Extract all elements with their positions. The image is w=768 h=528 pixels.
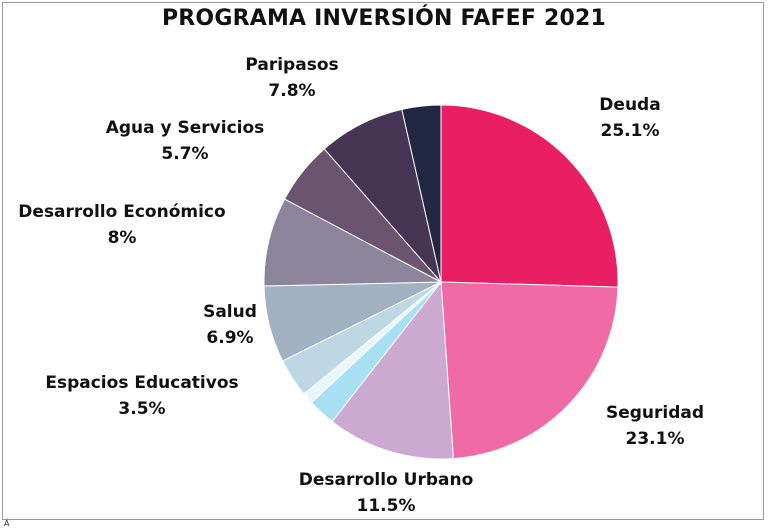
- pie-slice-desarrollo-econ-mico: [263, 198, 443, 287]
- slice-label: Desarrollo Económico: [18, 202, 225, 222]
- slice-value-label: 23.1%: [626, 429, 685, 449]
- slice-value-label: 6.9%: [206, 328, 253, 348]
- slice-label: Seguridad: [606, 403, 704, 423]
- slice-label: Desarrollo Urbano: [299, 470, 474, 490]
- pie-slice-deuda: [440, 104, 619, 288]
- footer-mark: Á: [4, 519, 10, 528]
- slice-value-label: 11.5%: [357, 496, 416, 516]
- slice-label: Deuda: [599, 95, 660, 115]
- slice-value-label: 7.8%: [268, 81, 315, 101]
- chart-title: PROGRAMA INVERSIÓN FAFEF 2021: [161, 6, 607, 31]
- slice-label: Agua y Servicios: [106, 118, 265, 138]
- slice-label: Paripasos: [245, 55, 338, 75]
- slice-value-label: 25.1%: [601, 121, 660, 141]
- pie-slice-unlabeled-10: [401, 104, 442, 283]
- pie-slice-seguridad: [440, 281, 619, 460]
- slice-value-label: 8%: [108, 228, 137, 248]
- pie-slice-desarrollo-urbano: [331, 280, 454, 460]
- slice-label: Espacios Educativos: [45, 373, 238, 393]
- slice-label: Salud: [203, 302, 257, 322]
- slice-value-label: 5.7%: [161, 144, 208, 164]
- slice-value-label: 3.5%: [118, 399, 165, 419]
